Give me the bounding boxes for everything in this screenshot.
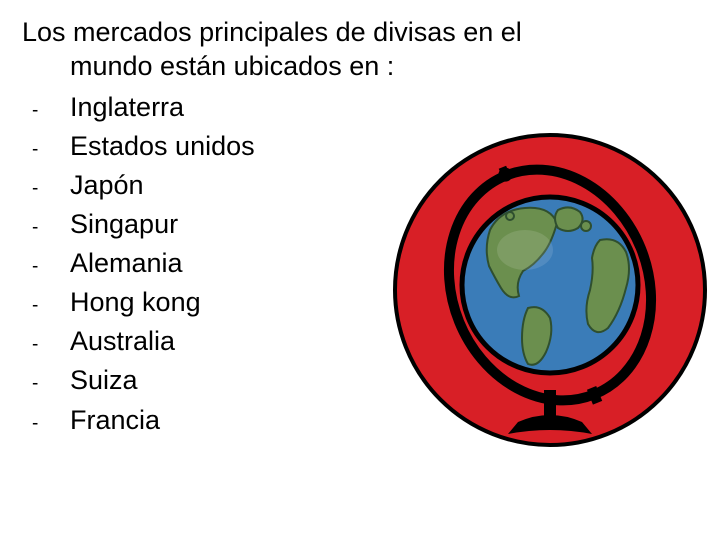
globe-graphic bbox=[390, 130, 710, 450]
list-item: -Inglaterra bbox=[22, 88, 582, 127]
heading-line-2: mundo están ubicados en : bbox=[22, 50, 582, 84]
list-item-label: Australia bbox=[70, 322, 175, 361]
list-item-label: Francia bbox=[70, 401, 160, 440]
bullet-dash: - bbox=[22, 214, 70, 242]
bullet-dash: - bbox=[22, 253, 70, 281]
bullet-dash: - bbox=[22, 97, 70, 125]
list-item-label: Inglaterra bbox=[70, 88, 184, 127]
bullet-dash: - bbox=[22, 370, 70, 398]
bullet-dash: - bbox=[22, 331, 70, 359]
list-item-label: Alemania bbox=[70, 244, 183, 283]
list-item-label: Japón bbox=[70, 166, 144, 205]
list-item-label: Singapur bbox=[70, 205, 178, 244]
bullet-dash: - bbox=[22, 292, 70, 320]
globe-icon bbox=[390, 130, 710, 450]
list-item-label: Hong kong bbox=[70, 283, 201, 322]
bullet-dash: - bbox=[22, 175, 70, 203]
bullet-dash: - bbox=[22, 136, 70, 164]
heading-line-1: Los mercados principales de divisas en e… bbox=[22, 16, 582, 50]
bullet-dash: - bbox=[22, 410, 70, 438]
list-item-label: Estados unidos bbox=[70, 127, 255, 166]
list-item-label: Suiza bbox=[70, 361, 138, 400]
